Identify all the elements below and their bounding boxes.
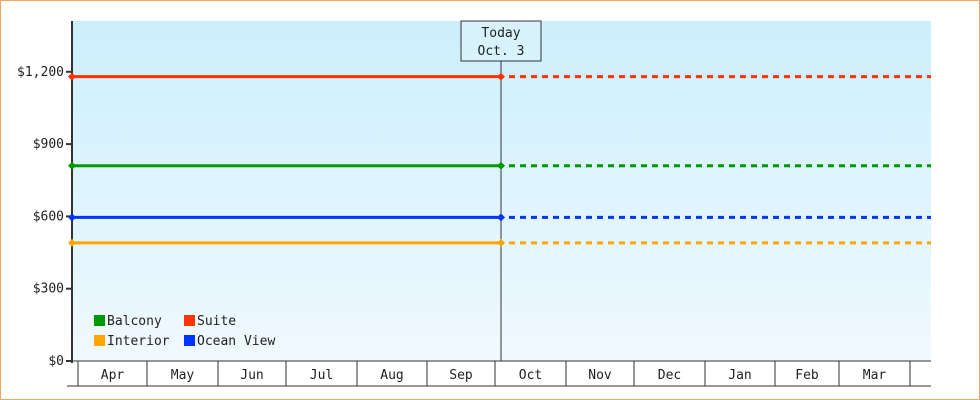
x-tick-label: Apr xyxy=(101,368,125,383)
legend-label: Interior xyxy=(107,334,170,349)
x-tick-label: Mar xyxy=(863,368,887,383)
y-tick-label: $600 xyxy=(33,209,64,224)
y-tick-label: $900 xyxy=(33,137,64,152)
legend: Balcony Suite Interior Ocean View xyxy=(94,314,275,349)
x-tick-label: Oct xyxy=(519,368,542,383)
x-tick-label: Sep xyxy=(449,368,473,383)
x-tick-label: May xyxy=(171,368,195,383)
data-point xyxy=(68,213,76,222)
y-tick-label: $0 xyxy=(48,354,64,369)
legend-label: Balcony xyxy=(107,314,162,329)
y-tick-label: $1,200 xyxy=(17,65,64,80)
data-point xyxy=(68,161,76,170)
data-point xyxy=(497,213,505,222)
legend-swatch xyxy=(94,335,105,346)
data-point xyxy=(497,238,505,247)
today-label: Today xyxy=(481,26,520,41)
x-tick-label: Jun xyxy=(240,368,263,383)
x-tick-label: Feb xyxy=(795,368,819,383)
today-date: Oct. 3 xyxy=(478,44,525,59)
legend-label: Suite xyxy=(197,314,236,329)
x-tick-label: Jan xyxy=(728,368,751,383)
data-point xyxy=(497,72,505,81)
legend-swatch xyxy=(184,335,195,346)
x-tick-label: Aug xyxy=(380,368,403,383)
legend-swatch xyxy=(184,315,195,326)
y-tick-label: $300 xyxy=(33,282,64,297)
x-tick-label: Dec xyxy=(658,368,681,383)
data-point xyxy=(497,161,505,170)
data-point xyxy=(68,72,76,81)
today-label-box xyxy=(460,20,542,62)
legend-label: Ocean View xyxy=(197,334,275,349)
x-tick-label: Jul xyxy=(310,368,333,383)
x-tick-label: Nov xyxy=(588,368,612,383)
data-point xyxy=(68,238,76,247)
legend-swatch xyxy=(94,315,105,326)
